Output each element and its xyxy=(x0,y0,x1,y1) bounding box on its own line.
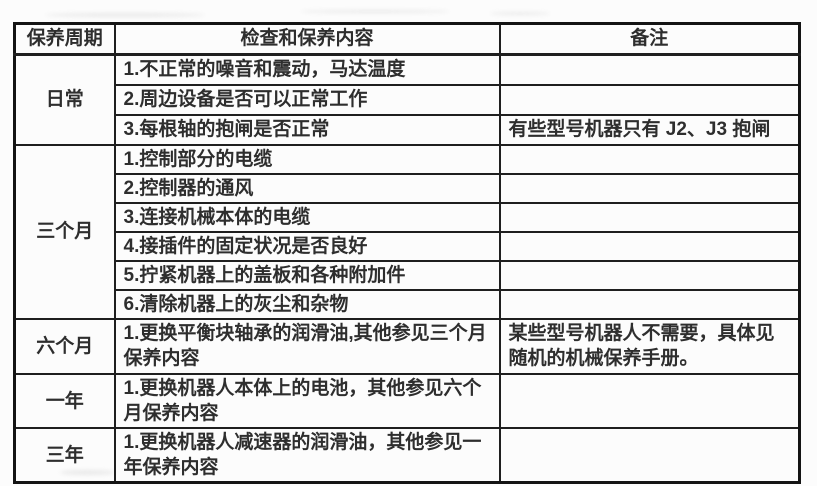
content-cell: 3.连接机械本体的电缆 xyxy=(113,201,501,233)
remark-cell xyxy=(498,143,801,175)
content-cell: 1.更换平衡块轴承的润滑油,其他参见三个月保养内容 xyxy=(113,317,501,375)
content-cell: 4.接插件的固定状况是否良好 xyxy=(113,230,501,262)
table-row: 2.周边设备是否可以正常工作 xyxy=(15,83,801,116)
table-row: 日常 1.不正常的噪音和震动，马达温度 xyxy=(13,53,801,146)
table-header-row: 保养周期 检查和保养内容 备注 xyxy=(13,22,801,56)
period-cell: 三个月 xyxy=(13,143,116,320)
table-row: 三个月 1.控制部分的电缆 xyxy=(13,143,801,320)
table-row: 一年 1.更换机器人本体上的电池，其他参见六个月保养内容 xyxy=(13,372,801,430)
period-cell: 六个月 xyxy=(13,317,116,375)
remark-cell xyxy=(498,201,801,233)
table-row: 6.清除机器上的灰尘和杂物 xyxy=(15,288,801,320)
scan-artifact xyxy=(300,10,450,13)
header-inspection-content: 检查和保养内容 xyxy=(113,22,501,56)
table-row: 3.每根轴的抱闸是否正常 有些型号机器只有 J2、J3 抱闸 xyxy=(15,113,801,146)
remark-cell: 有些型号机器只有 J2、J3 抱闸 xyxy=(498,113,801,146)
remark-cell xyxy=(498,230,801,262)
content-cell: 1.不正常的噪音和震动，马达温度 xyxy=(113,53,501,86)
header-maintenance-period: 保养周期 xyxy=(13,22,116,56)
content-cell: 2.周边设备是否可以正常工作 xyxy=(113,83,501,116)
content-cell: 3.每根轴的抱闸是否正常 xyxy=(113,113,501,146)
remark-cell xyxy=(498,372,801,430)
table-row: 2.控制器的通风 xyxy=(15,172,801,204)
content-cell: 1.更换机器人本体上的电池，其他参见六个月保养内容 xyxy=(113,372,501,430)
table-row: 三年 1.更换机器人减速器的润滑油，其他参见一年保养内容 xyxy=(13,427,801,484)
period-cell: 三年 xyxy=(13,427,116,484)
table-row: 六个月 1.更换平衡块轴承的润滑油,其他参见三个月保养内容 某些型号机器人不需要，具… xyxy=(13,317,801,375)
scan-artifact xyxy=(490,12,550,15)
remark-cell xyxy=(498,172,801,204)
header-remarks: 备注 xyxy=(498,22,801,56)
remark-cell: 某些型号机器人不需要，具体见随机的机械保养手册。 xyxy=(498,317,801,375)
content-cell: 1.更换机器人减速器的润滑油，其他参见一年保养内容 xyxy=(113,427,501,484)
remark-cell xyxy=(498,288,801,320)
table-row: 4.接插件的固定状况是否良好 xyxy=(15,230,801,262)
remark-cell xyxy=(498,83,801,116)
table-row: 3.连接机械本体的电缆 xyxy=(15,201,801,233)
table-row: 5.拧紧机器上的盖板和各种附加件 xyxy=(15,259,801,291)
remark-cell xyxy=(498,259,801,291)
period-cell: 一年 xyxy=(13,372,116,430)
maintenance-table-body: 日常 1.不正常的噪音和震动，马达温度 2.周边设备是否可以正常工作 3.每根轴的抱闸… xyxy=(13,53,801,484)
maintenance-schedule-table: 保养周期 检查和保养内容 备注 日常 1.不正常的噪音和震动，马达温度 2.周边设备… xyxy=(13,22,801,485)
content-cell: 5.拧紧机器上的盖板和各种附加件 xyxy=(113,259,501,291)
remark-cell xyxy=(498,53,801,86)
scan-artifact xyxy=(45,13,205,17)
period-cell: 日常 xyxy=(13,53,116,146)
remark-cell xyxy=(498,427,801,484)
content-cell: 2.控制器的通风 xyxy=(113,172,501,204)
content-cell: 6.清除机器上的灰尘和杂物 xyxy=(113,288,501,320)
content-cell: 1.控制部分的电缆 xyxy=(113,143,501,175)
